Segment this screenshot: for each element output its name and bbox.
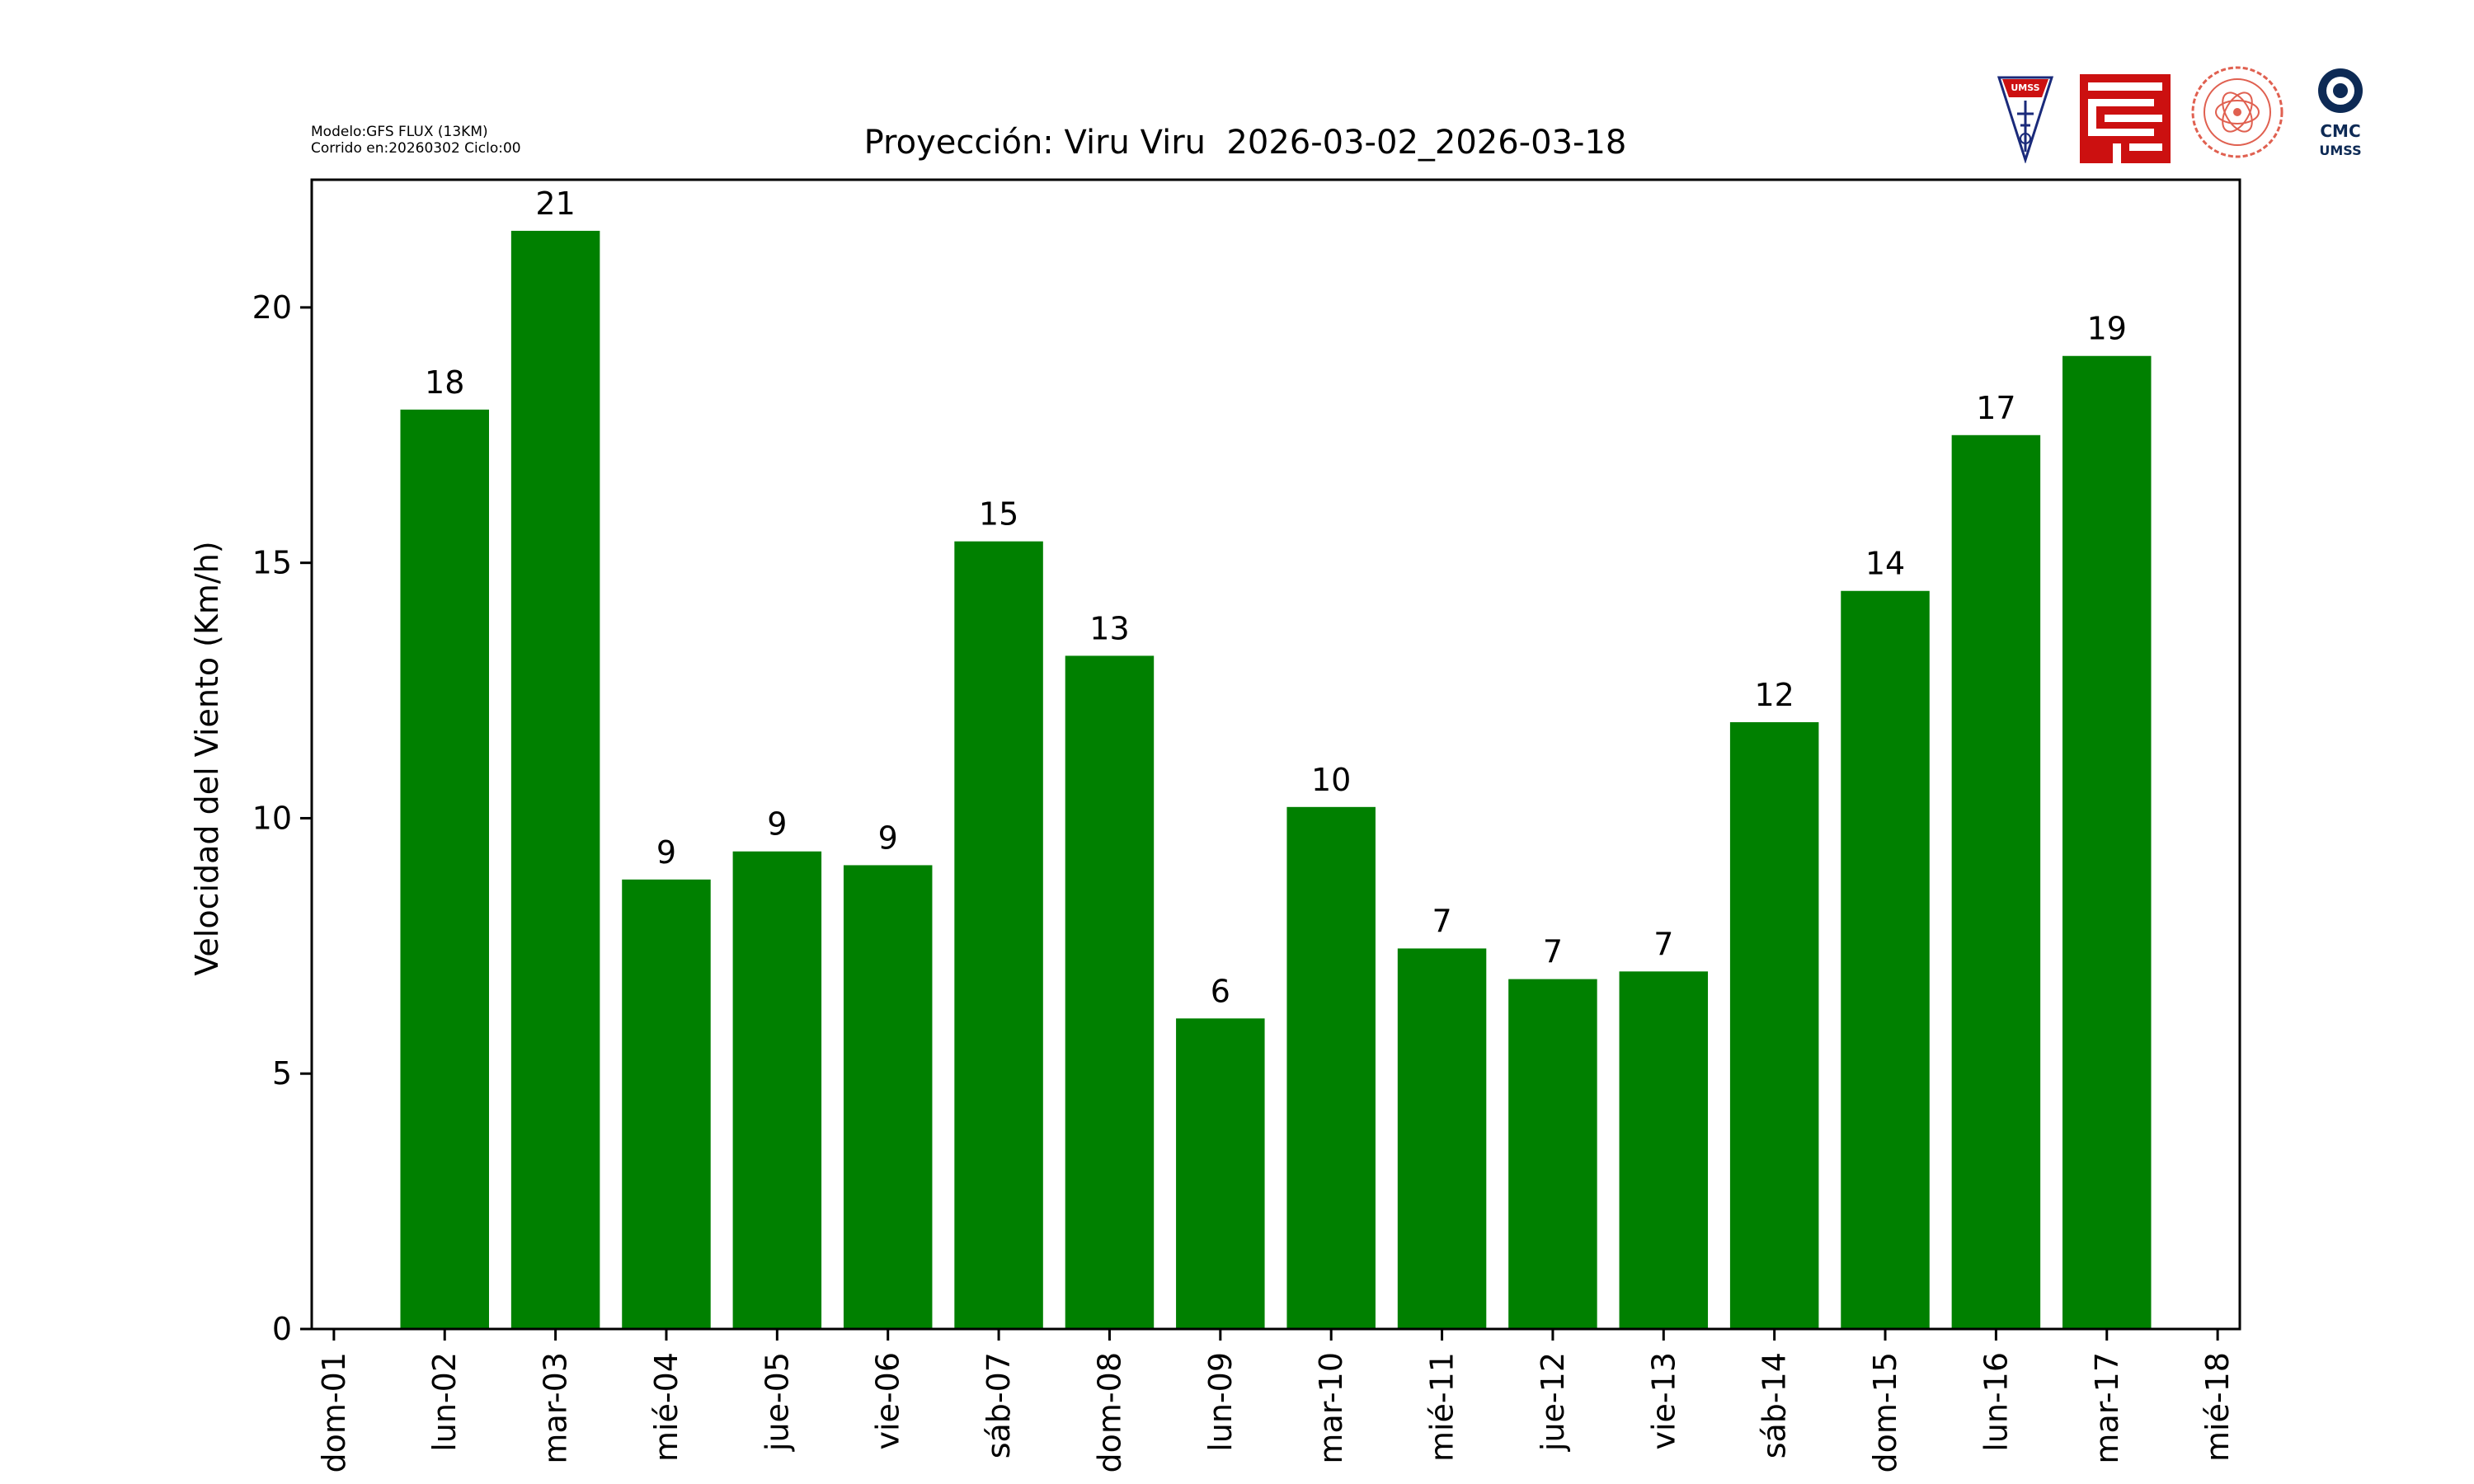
x-tick-label: sáb-07 [981,1352,1017,1458]
x-tick-label: dom-08 [1091,1352,1127,1472]
x-tick-label: mié-04 [648,1352,684,1462]
bar-value-label: 18 [425,364,464,401]
bar-value-label: 12 [1754,677,1794,713]
y-tick-label: 10 [252,800,292,836]
y-tick-label: 15 [252,545,292,581]
bar-value-label: 6 [1211,973,1230,1009]
x-tick-label: mié-18 [2199,1352,2236,1462]
bar-value-label: 9 [767,806,787,843]
bar-value-label: 7 [1432,903,1451,939]
bar-mié-04 [622,879,711,1329]
x-tick-label: lun-02 [426,1352,463,1452]
bar-value-label: 17 [1976,390,2015,426]
x-tick-label: lun-16 [1978,1352,2014,1452]
bar-value-label: 15 [979,496,1018,533]
bar-value-label: 9 [878,819,898,856]
bar-value-label: 10 [1311,762,1351,798]
y-tick-label: 0 [272,1311,292,1347]
x-tick-label: dom-15 [1867,1352,1903,1472]
bar-lun-16 [1951,434,2041,1329]
bar-dom-08 [1065,655,1155,1329]
y-axis-label: Velocidad del Viento (Km/h) [189,541,225,975]
x-tick-label: vie-06 [870,1352,906,1450]
x-tick-label: mié-11 [1424,1352,1460,1462]
x-tick-label: mar-17 [2089,1352,2125,1464]
axes-layer: 0 5 10 15 20 dom-01 lun-02 mar-03 mié-04 jue-05 vi… [252,289,2236,1473]
bar-value-label: 21 [535,186,575,222]
fcyt-logo [2080,74,2171,163]
bar-value-label: 7 [1653,926,1673,962]
bar-vie-06 [843,865,933,1329]
bar-lun-02 [400,409,489,1329]
x-tick-label: sáb-14 [1757,1352,1793,1458]
x-tick-label: vie-13 [1645,1352,1681,1450]
bar-value-label: 9 [656,834,676,871]
x-tick-label: jue-12 [1535,1352,1571,1452]
bar-jue-12 [1508,979,1597,1329]
bars-layer [400,230,2152,1329]
departamento-de-fisica-seal-logo [2191,66,2284,158]
x-tick-label: lun-09 [1202,1352,1239,1452]
bar-jue-05 [732,851,822,1329]
svg-text:UMSS: UMSS [2319,143,2361,158]
bar-mar-17 [2062,355,2152,1329]
model-info: Modelo:GFS FLUX (13KM) Corrido en:202603… [311,124,521,157]
y-tick-label: 5 [272,1055,292,1092]
bar-value-label: 7 [1543,934,1563,970]
x-tick-label: dom-01 [316,1352,352,1472]
umss-shield-text: UMSS [2011,82,2039,93]
bar-sáb-14 [1729,721,1819,1329]
y-tick-label: 20 [252,289,292,326]
bar-value-label: 14 [1865,546,1905,582]
bar-vie-13 [1619,971,1709,1329]
model-line: Modelo:GFS FLUX (13KM) [311,124,488,140]
bar-lun-09 [1176,1018,1265,1329]
cmc-umss-text: CMC [2320,121,2360,141]
x-tick-label: jue-05 [759,1352,795,1452]
x-tick-label: mar-10 [1313,1352,1349,1464]
bar-mar-03 [510,230,600,1329]
bar-value-label: 19 [2087,311,2127,347]
chart-title: Proyección: Viru Viru 2026-03-02_2026-03… [864,124,1627,162]
x-tick-label: mar-03 [538,1352,574,1464]
bar-labels-layer: 18 21 9 9 9 15 13 6 10 7 7 7 12 14 17 19 [425,186,2127,1009]
bar-value-label: 13 [1089,610,1129,646]
bar-sáb-07 [954,541,1043,1329]
plot-frame [310,178,2241,1331]
bar-dom-15 [1841,590,1930,1329]
run-line: Corrido en:20260302 Ciclo:00 [311,140,521,157]
bar-mié-11 [1397,948,1487,1329]
bar-mar-10 [1286,806,1376,1329]
cmc-umss-logo: CMC UMSS [2318,68,2363,158]
umss-shield-logo: UMSS [1997,76,2054,163]
